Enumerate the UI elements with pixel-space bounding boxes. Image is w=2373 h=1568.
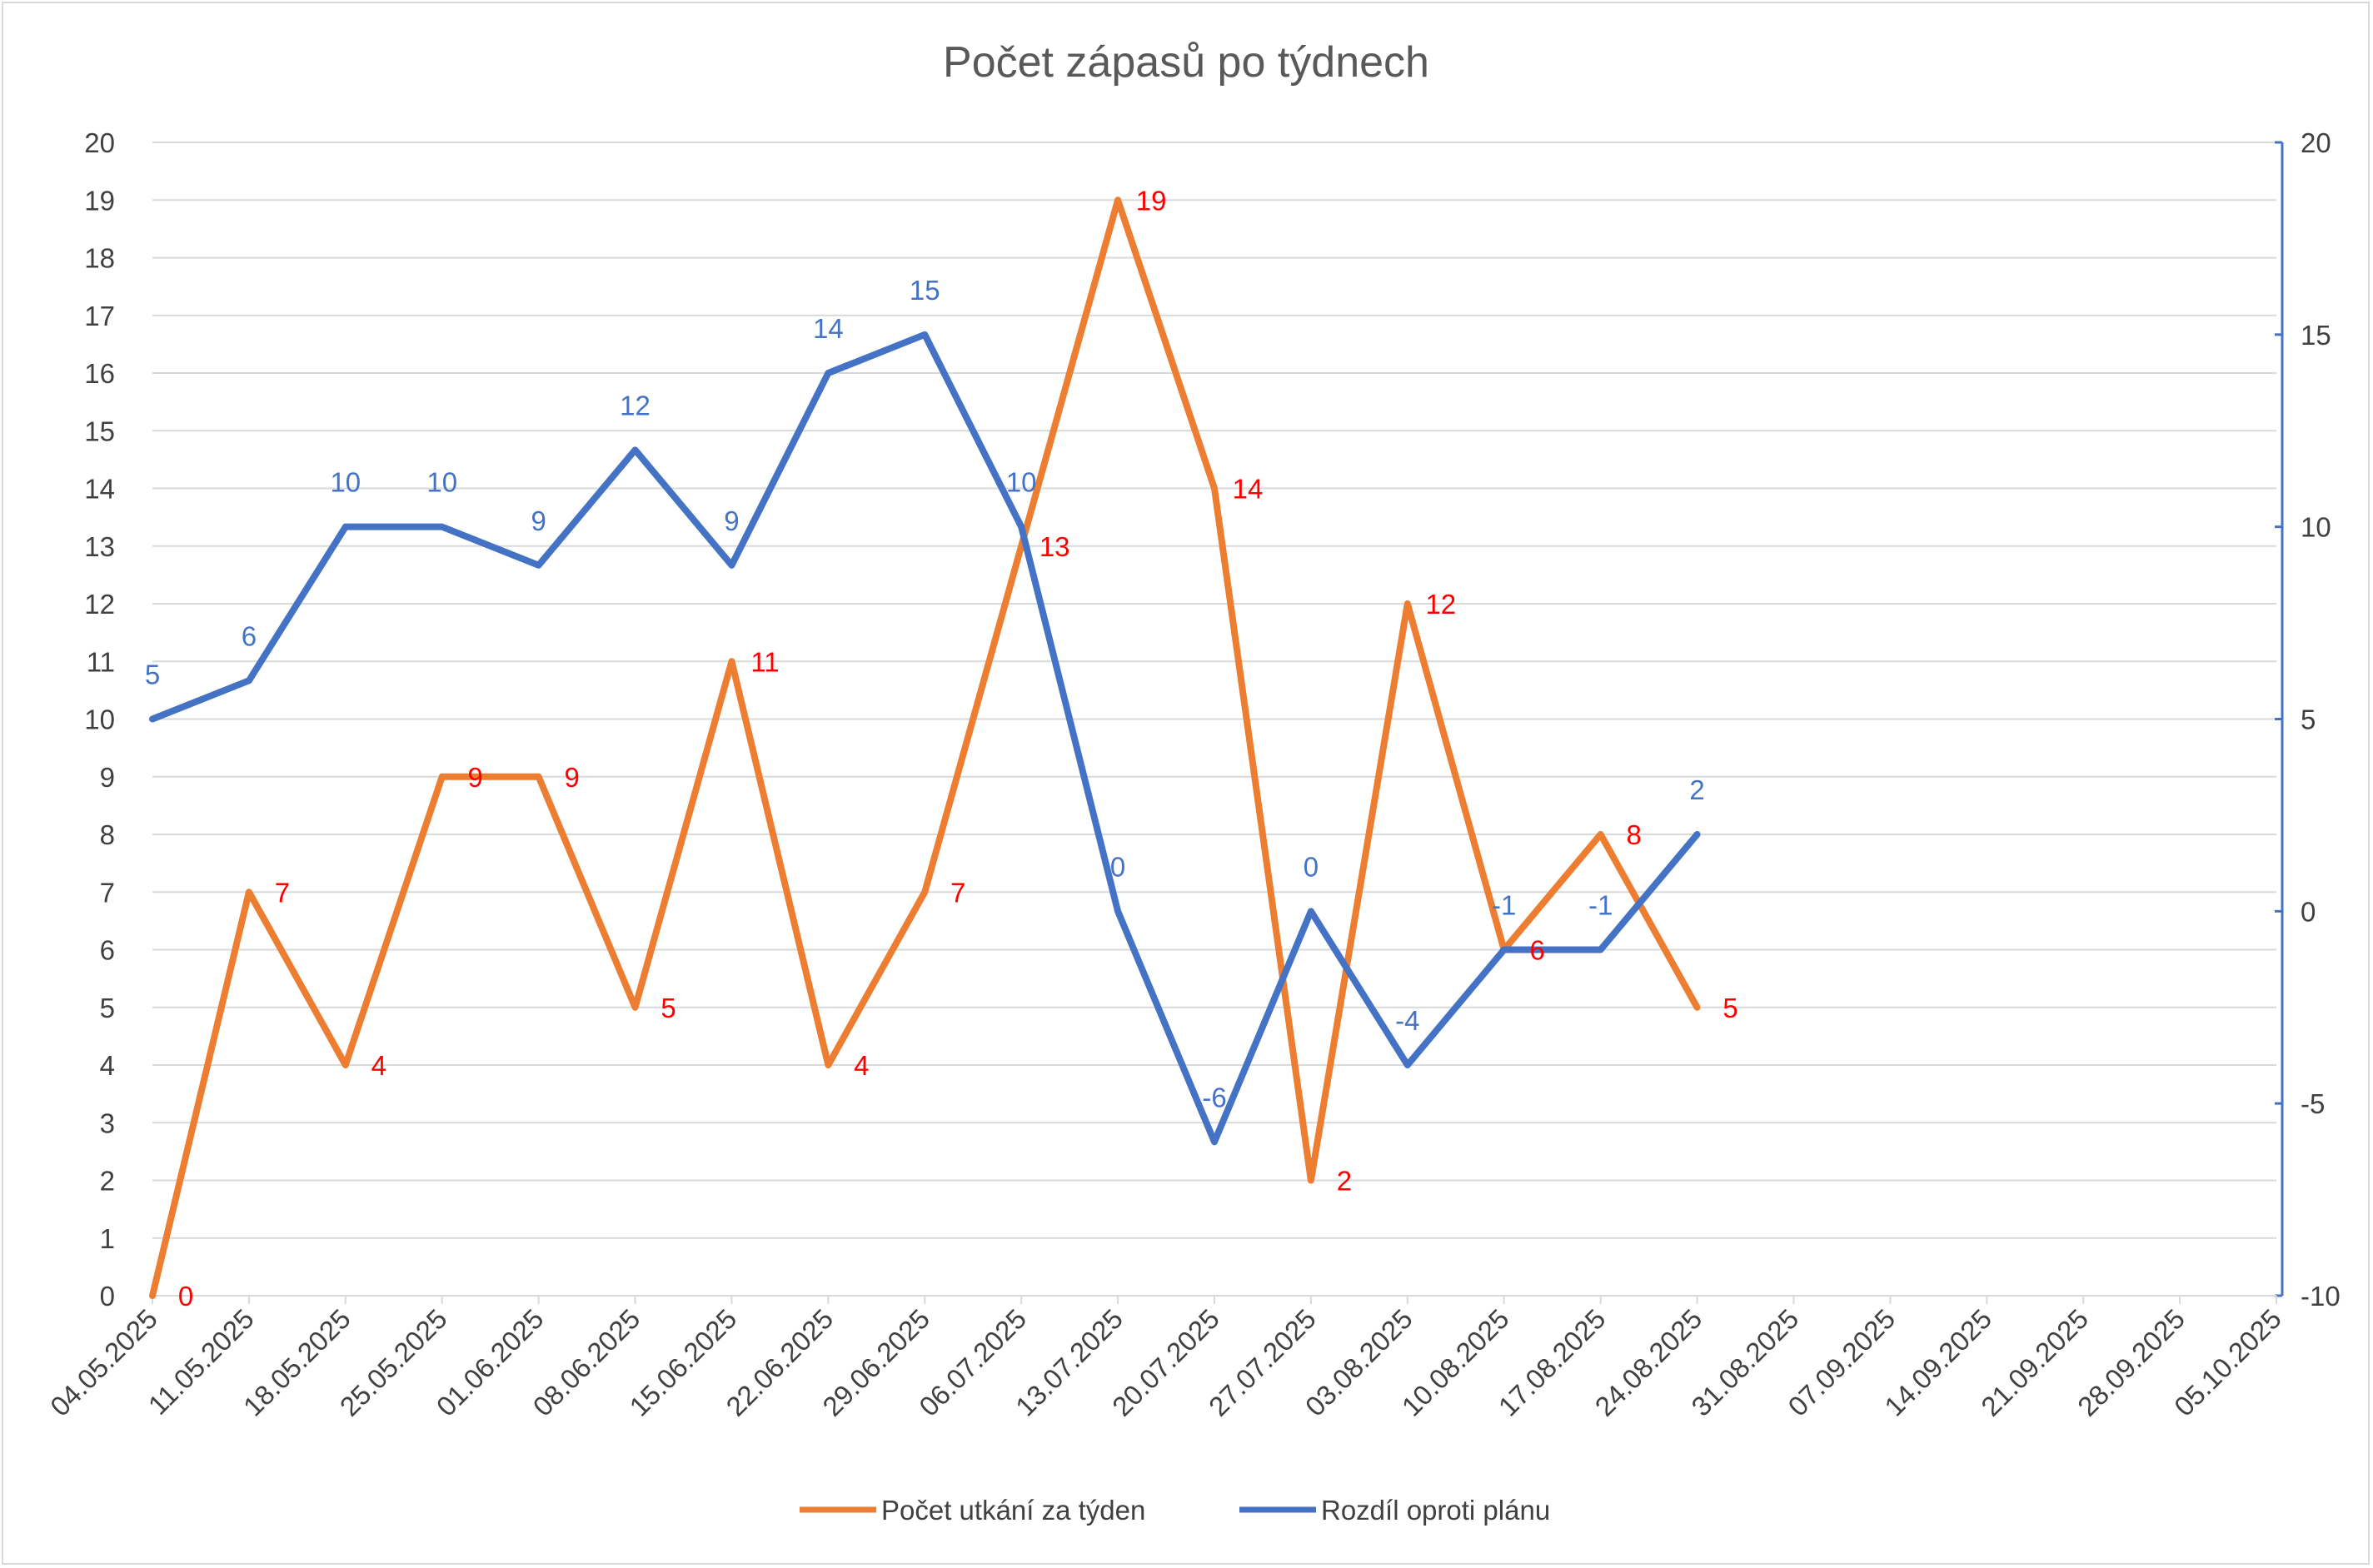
data-label-blue: -1	[1492, 890, 1516, 921]
right-tick-label: 10	[2301, 512, 2331, 543]
data-label-orange: 8	[1626, 819, 1641, 850]
x-tick-label: 04.05.2025	[44, 1303, 163, 1422]
data-label-orange: 4	[854, 1050, 869, 1081]
gridlines	[152, 142, 2276, 1297]
left-tick-label: 20	[84, 127, 115, 158]
data-label-blue: -1	[1588, 890, 1613, 921]
data-label-orange: 11	[750, 646, 779, 677]
data-label-orange: 5	[1722, 993, 1737, 1023]
chart-title: Počet zápasů po týdnech	[943, 38, 1429, 87]
right-tick-label: 5	[2301, 704, 2316, 735]
series-line-orange	[149, 197, 1701, 1299]
data-label-orange: 19	[1136, 185, 1167, 216]
right-tick-label: 15	[2301, 320, 2331, 351]
data-label-blue: -4	[1395, 1005, 1419, 1036]
data-label-blue: 15	[910, 275, 940, 306]
data-label-orange: 9	[564, 762, 579, 793]
left-tick-label: 19	[84, 185, 115, 216]
data-label-blue: 14	[813, 313, 844, 344]
data-label-orange: 7	[950, 877, 965, 908]
right-axis: -10 -5 0 5 10 15 20	[2275, 127, 2341, 1312]
legend-label-blue: Rozdíl oproti plánu	[1321, 1495, 1550, 1526]
left-tick-label: 15	[84, 416, 115, 446]
data-label-orange: 7	[275, 877, 290, 908]
data-label-blue: 10	[330, 467, 361, 498]
data-label-orange: 13	[1039, 531, 1070, 562]
data-labels: 0 7 4 9 9 5 11 4 7 13 19 14 2 12 6 8 5 5 6 10 10 9 12 9 14 15 10 0 -…	[145, 185, 1738, 1312]
data-label-blue: 5	[145, 660, 160, 690]
data-label-blue: 0	[1110, 851, 1125, 882]
data-label-blue: 10	[1006, 467, 1037, 498]
left-tick-label: 8	[100, 819, 115, 850]
data-label-blue: 9	[724, 505, 739, 536]
data-label-blue: 0	[1304, 851, 1319, 882]
data-label-blue: -6	[1202, 1082, 1226, 1113]
data-label-orange: 14	[1233, 474, 1264, 505]
left-tick-label: 18	[84, 243, 115, 274]
data-label-blue: 2	[1689, 774, 1704, 805]
data-label-orange: 5	[661, 993, 676, 1023]
left-tick-label: 0	[100, 1281, 115, 1312]
right-tick-label: 0	[2301, 896, 2316, 927]
left-tick-label: 10	[84, 704, 115, 735]
left-tick-label: 6	[100, 935, 115, 966]
data-label-orange: 6	[1530, 935, 1545, 966]
left-tick-label: 13	[84, 531, 115, 562]
data-label-orange: 0	[178, 1281, 193, 1312]
right-tick-label: -5	[2301, 1088, 2325, 1119]
left-tick-label: 12	[84, 589, 115, 620]
right-tick-label: 20	[2301, 127, 2331, 158]
left-tick-label: 11	[87, 646, 115, 677]
series-lines	[149, 197, 1701, 1299]
left-tick-label: 16	[84, 358, 115, 389]
legend[interactable]: Počet utkání za týden Rozdíl oproti plán…	[800, 1495, 1550, 1526]
data-label-blue: 12	[620, 390, 651, 421]
data-label-blue: 10	[426, 467, 457, 498]
left-tick-label: 3	[100, 1108, 115, 1138]
legend-label-orange: Počet utkání za týden	[881, 1495, 1145, 1526]
left-tick-label: 4	[100, 1050, 115, 1081]
x-axis: 04.05.202511.05.202518.05.202525.05.2025…	[44, 1295, 2287, 1422]
data-label-blue: 6	[242, 620, 257, 651]
left-tick-label: 7	[100, 877, 115, 908]
data-label-orange: 2	[1337, 1166, 1352, 1197]
data-label-orange: 12	[1425, 589, 1456, 620]
series-line-blue	[149, 331, 1701, 1146]
left-tick-label: 2	[100, 1166, 115, 1197]
data-label-orange: 9	[468, 762, 483, 793]
data-label-orange: 4	[371, 1050, 386, 1081]
left-tick-label: 14	[84, 474, 115, 505]
right-tick-label: -10	[2301, 1281, 2341, 1312]
left-tick-label: 9	[100, 762, 115, 793]
left-tick-label: 5	[100, 993, 115, 1023]
left-tick-label: 1	[100, 1223, 115, 1254]
legend-item-blue[interactable]: Rozdíl oproti plánu	[1239, 1495, 1550, 1526]
data-label-blue: 9	[531, 505, 546, 536]
legend-item-orange[interactable]: Počet utkání za týden	[800, 1495, 1145, 1526]
left-tick-label: 17	[84, 301, 115, 331]
